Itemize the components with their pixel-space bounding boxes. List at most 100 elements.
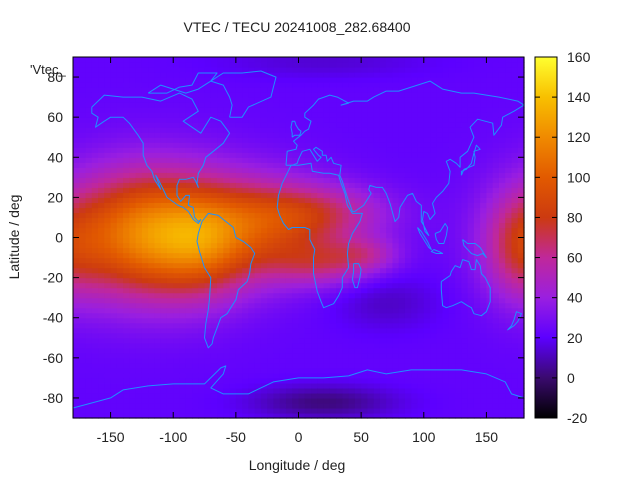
heatmap-cell [129,402,137,409]
heatmap-cell [423,177,431,183]
heatmap-cell [467,137,475,143]
heatmap-cell [323,392,331,399]
heatmap-cell [392,297,400,304]
heatmap-cell [473,222,481,229]
heatmap-cell [267,372,275,379]
heatmap-cell [123,172,130,178]
heatmap-cell [179,152,187,158]
heatmap-cell [154,142,162,148]
heatmap-cell [98,67,105,73]
heatmap-cell [185,347,193,354]
heatmap-cell [260,82,268,88]
heatmap-cell [373,82,381,88]
heatmap-cell [398,347,406,354]
heatmap-cell [411,197,419,203]
heatmap-cell [448,332,456,339]
heatmap-cell [498,77,506,83]
heatmap-cell [398,112,406,118]
heatmap-cell [104,292,112,299]
heatmap-cell [279,402,287,409]
heatmap-cell [379,102,387,108]
heatmap-cell [223,257,231,264]
heatmap-cell [373,87,381,93]
heatmap-cell [135,217,143,224]
heatmap-cell [273,332,281,339]
heatmap-cell [311,327,318,334]
heatmap-cell [461,382,469,389]
heatmap-cell [160,337,168,344]
heatmap-cell [273,72,281,78]
heatmap-cell [160,177,168,183]
heatmap-cell [354,352,362,359]
heatmap-cell [379,267,387,274]
heatmap-cell [85,232,93,239]
heatmap-cell [323,327,331,334]
heatmap-cell [148,227,156,234]
heatmap-cell [154,277,162,284]
heatmap-cell [492,352,500,359]
heatmap-cell [304,357,312,364]
heatmap-cell [298,387,306,394]
heatmap-cell [411,377,419,384]
heatmap-cell [304,187,312,193]
heatmap-cell [354,287,362,294]
heatmap-cell [342,307,350,314]
heatmap-cell [348,332,356,339]
heatmap-cell [235,372,243,379]
heatmap-cell [198,87,206,93]
heatmap-cell [379,362,387,369]
heatmap-cell [480,102,488,108]
heatmap-cell [298,62,306,68]
heatmap-cell [430,82,437,88]
heatmap-cell [110,272,118,279]
heatmap-cell [367,97,375,103]
heatmap-cell [179,82,187,88]
heatmap-cell [160,242,168,249]
heatmap-cell [367,227,375,234]
heatmap-cell [386,127,394,133]
heatmap-cell [361,227,368,234]
heatmap-cell [91,237,99,244]
heatmap-cell [110,67,118,73]
heatmap-cell [198,287,206,294]
heatmap-cell [273,277,281,284]
heatmap-cell [285,92,293,98]
heatmap-cell [430,337,437,344]
heatmap-cell [386,302,394,309]
heatmap-cell [354,387,362,394]
heatmap-cell [373,132,381,138]
heatmap-cell [323,352,331,359]
heatmap-cell [492,332,500,339]
heatmap-cell [229,242,237,249]
heatmap-cell [348,367,356,374]
heatmap-cell [204,57,212,63]
heatmap-cell [135,157,143,163]
heatmap-cell [248,217,256,224]
heatmap-cell [85,382,93,389]
heatmap-cell [304,327,312,334]
heatmap-cell [492,407,500,414]
heatmap-cell [179,232,187,239]
heatmap-cell [160,312,168,319]
heatmap-cell [317,212,325,219]
heatmap-cell [179,287,187,294]
heatmap-cell [166,252,174,259]
heatmap-cell [135,412,143,419]
heatmap-cell [336,282,343,289]
heatmap-cell [135,172,143,178]
heatmap-cell [505,292,513,299]
heatmap-cell [192,122,199,128]
heatmap-cell [210,397,218,404]
heatmap-cell [242,77,249,83]
heatmap-cell [248,402,256,409]
heatmap-cell [311,207,318,214]
heatmap-cell [98,322,105,329]
heatmap-cell [336,157,343,163]
heatmap-cell [91,222,99,229]
heatmap-cell [73,212,80,219]
heatmap-cell [329,202,337,209]
heatmap-cell [210,312,218,319]
heatmap-cell [298,287,306,294]
heatmap-cell [498,367,506,374]
heatmap-cell [417,352,425,359]
